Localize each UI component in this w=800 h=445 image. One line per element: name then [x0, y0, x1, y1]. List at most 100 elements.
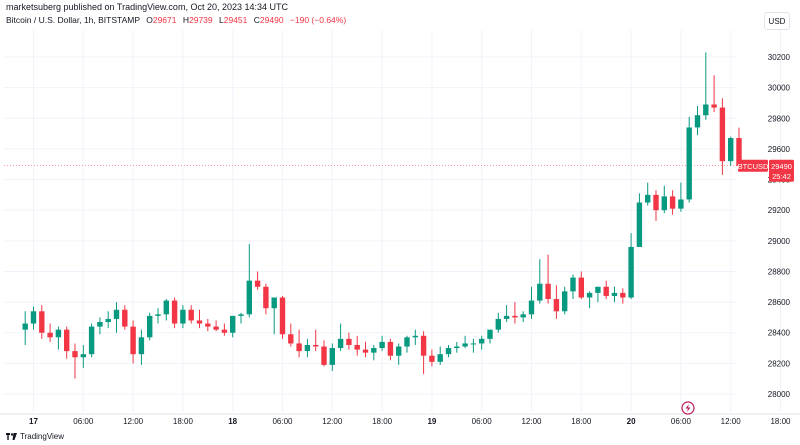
y-tick-label: 29600	[768, 145, 791, 154]
candle-down	[420, 331, 427, 375]
candle-up	[703, 52, 709, 120]
y-tick-label: 28000	[768, 390, 791, 399]
candle-body	[64, 329, 70, 352]
candle-up	[238, 312, 244, 324]
candle-up	[271, 297, 277, 335]
candle-up	[661, 185, 667, 214]
high-label: H	[182, 15, 189, 25]
candle-down	[122, 305, 128, 330]
candle-down	[263, 283, 269, 315]
time-axis[interactable]: 17 06:00 12:00 18:00 18 06:00 12:00 18:00 19 06:0…	[0, 413, 800, 426]
candle-body	[130, 326, 136, 355]
candle-down	[711, 75, 717, 113]
candle-body	[30, 311, 37, 324]
candle-up	[445, 344, 452, 358]
candle-up	[88, 323, 95, 358]
candle-down	[221, 323, 228, 336]
candle-body	[686, 127, 692, 200]
candle-body	[254, 280, 261, 287]
candle-body	[503, 315, 510, 319]
candle-body	[122, 309, 128, 327]
candle-up	[97, 317, 103, 335]
candle-body	[495, 318, 501, 330]
candle-body	[661, 196, 667, 211]
candle-up	[371, 344, 377, 361]
candle-body	[437, 354, 443, 362]
change-value: −190 (−0.64%)	[289, 15, 347, 25]
candle-up	[138, 329, 145, 365]
candle-down	[362, 341, 369, 358]
x-tick-label: 06:00	[671, 417, 692, 426]
candle-body	[404, 337, 410, 347]
candle-body	[329, 348, 335, 365]
candle-body	[238, 314, 244, 316]
candle-up	[645, 182, 651, 206]
candle-up	[396, 343, 402, 365]
candle-body	[354, 344, 360, 350]
close-value: 29490	[259, 15, 284, 25]
candle-down	[578, 271, 584, 300]
candle-body	[147, 315, 153, 338]
candle-body	[213, 326, 219, 330]
candle-up	[379, 335, 385, 352]
candle-down	[719, 98, 726, 175]
candle-up	[147, 312, 153, 341]
y-tick-label: 29000	[768, 237, 791, 246]
candle-down	[171, 297, 178, 329]
y-tick-label: 28600	[768, 298, 791, 307]
candle-up	[470, 338, 477, 353]
candle-body	[22, 323, 28, 330]
candle-body	[611, 292, 618, 296]
candle-up	[462, 335, 468, 349]
candle-up	[503, 305, 510, 323]
candle-body	[88, 326, 95, 355]
currency-button[interactable]: USD	[764, 12, 790, 30]
candle-down	[620, 288, 626, 304]
candle-body	[80, 354, 86, 358]
y-tick-label: 28400	[768, 329, 791, 338]
candle-down	[387, 338, 394, 361]
candle-up	[570, 274, 576, 300]
x-tick-label: 12:00	[322, 417, 343, 426]
price-axis[interactable]: 2800028200284002860028800290002920029400…	[768, 53, 791, 399]
candle-body	[736, 138, 742, 166]
candle-body	[520, 314, 526, 318]
symbol-legend: Bitcoin / U.S. Dollar, 1h, BITSTAMP O296…	[6, 15, 346, 25]
y-tick-label: 30200	[768, 53, 791, 62]
candle-down	[205, 318, 211, 332]
candle-down	[603, 280, 609, 300]
publisher-line: marketsuberg published on TradingView.co…	[6, 2, 288, 12]
y-tick-label: 28200	[768, 359, 791, 368]
x-tick-label: 18:00	[770, 417, 791, 426]
x-tick-label: 20	[627, 417, 636, 426]
x-tick-label: 06:00	[272, 417, 293, 426]
candle-body	[313, 344, 319, 347]
candle-body	[470, 343, 477, 345]
candle-body	[462, 343, 468, 347]
x-tick-label: 12:00	[521, 417, 542, 426]
symbol-badge-bg	[738, 159, 768, 172]
candle-body	[387, 341, 394, 356]
candle-down	[196, 309, 203, 329]
candle-up	[694, 106, 701, 136]
candle-up	[611, 286, 618, 303]
candle-body	[155, 314, 161, 316]
candle-down	[72, 343, 78, 379]
candle-body	[578, 277, 584, 298]
candle-body	[47, 332, 53, 338]
candle-body	[371, 348, 377, 353]
footer-brand[interactable]: TradingView	[6, 432, 64, 441]
x-tick-label: 17	[29, 417, 38, 426]
candle-body	[703, 104, 709, 116]
flash-icon[interactable]	[681, 401, 695, 415]
candle-down	[346, 332, 352, 350]
candle-up	[304, 338, 311, 358]
candle-up	[528, 286, 535, 319]
low-value: 29451	[223, 15, 248, 25]
x-tick-label: 18:00	[173, 417, 194, 426]
candle-up	[520, 311, 526, 323]
price-badge-value: 29490	[771, 162, 792, 171]
candle-body	[230, 315, 236, 333]
candle-body	[279, 297, 286, 335]
